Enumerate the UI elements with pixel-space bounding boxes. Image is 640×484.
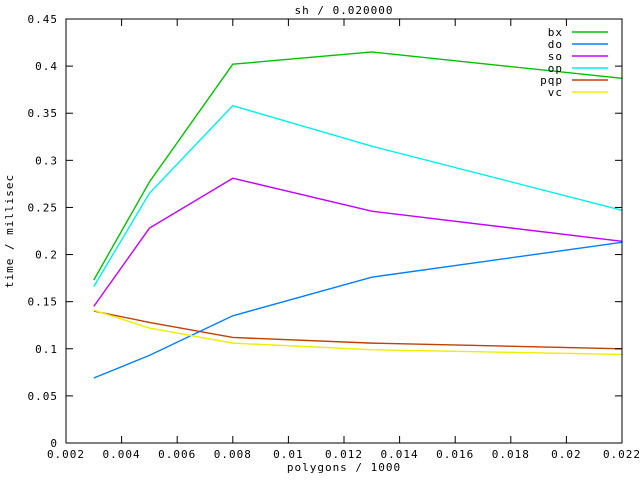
y-tick-label: 0 (50, 437, 58, 450)
y-axis-label: time / millisec (3, 174, 16, 288)
x-tick-label: 0.006 (158, 448, 196, 461)
x-tick-label: 0.008 (214, 448, 252, 461)
series-line-op (94, 106, 622, 287)
x-tick-label: 0.022 (603, 448, 640, 461)
y-tick-label: 0.05 (28, 390, 59, 403)
x-tick-label: 0.018 (492, 448, 530, 461)
x-tick-label: 0.012 (325, 448, 363, 461)
y-tick-label: 0.15 (28, 296, 59, 309)
y-tick-label: 0.35 (28, 107, 59, 120)
x-tick-label: 0.01 (273, 448, 304, 461)
y-tick-label: 0.45 (28, 13, 59, 26)
x-tick-label: 0.02 (551, 448, 582, 461)
x-axis-label: polygons / 1000 (287, 461, 401, 474)
series-lines (94, 52, 622, 378)
x-tick-label: 0.016 (436, 448, 474, 461)
y-tick-label: 0.2 (35, 249, 58, 262)
chart-title: sh / 0.020000 (294, 4, 393, 17)
y-tick-label: 0.1 (35, 343, 58, 356)
legend-label-vc: vc (548, 86, 563, 99)
series-line-so (94, 178, 622, 306)
y-tick-label: 0.4 (35, 60, 58, 73)
x-tick-label: 0.004 (103, 448, 141, 461)
series-line-vc (94, 310, 622, 354)
x-tick-label: 0.014 (381, 448, 419, 461)
series-line-do (94, 242, 622, 378)
series-line-pqp (94, 311, 622, 349)
y-tick-label: 0.25 (28, 201, 59, 214)
y-tick-label: 0.3 (35, 154, 58, 167)
